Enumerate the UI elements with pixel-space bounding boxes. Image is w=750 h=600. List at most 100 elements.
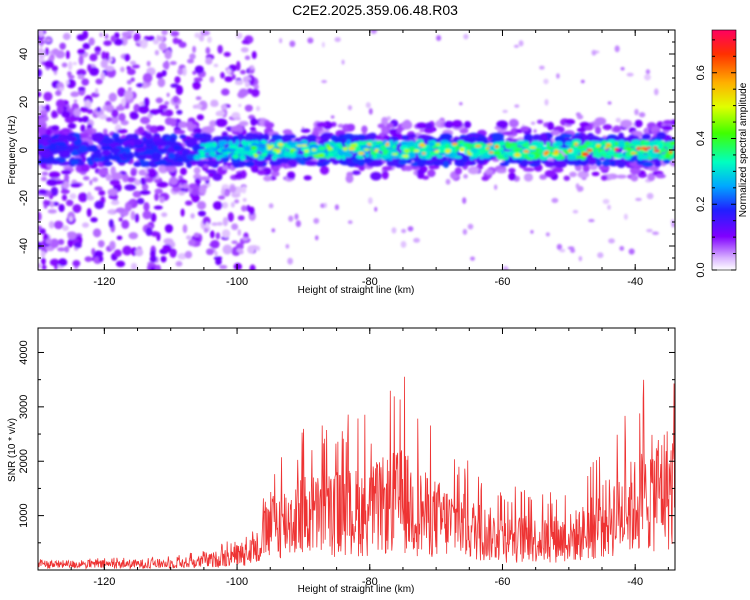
heatmap-cell bbox=[539, 133, 548, 141]
heatmap-cell bbox=[425, 149, 432, 154]
heatmap-cell bbox=[256, 245, 261, 252]
heatmap-cell bbox=[149, 109, 160, 115]
heatmap-cell bbox=[614, 141, 619, 147]
heatmap-cell bbox=[250, 145, 257, 150]
heatmap-cell bbox=[604, 146, 609, 150]
heatmap-cell bbox=[224, 190, 230, 197]
heatmap-cell bbox=[602, 124, 613, 131]
heatmap-cell bbox=[358, 151, 365, 155]
heatmap-cell bbox=[38, 91, 42, 98]
heatmap-cell bbox=[45, 128, 53, 137]
heatmap-cell bbox=[179, 134, 187, 140]
heatmap-cell bbox=[374, 148, 379, 153]
heatmap-cell bbox=[245, 140, 252, 146]
heatmap-cell bbox=[445, 149, 451, 154]
heatmap-cell bbox=[479, 156, 485, 160]
heatmap-cell bbox=[96, 106, 102, 113]
heatmap-cell bbox=[166, 92, 170, 97]
snr-x-label: Height of straight line (km) bbox=[298, 584, 415, 595]
heatmap-cell bbox=[600, 175, 608, 181]
heatmap-cell bbox=[639, 150, 650, 154]
heatmap-cell bbox=[591, 49, 597, 56]
heatmap-cell bbox=[624, 141, 630, 146]
heatmap-cell bbox=[592, 147, 597, 154]
heatmap-cell bbox=[65, 80, 70, 85]
heatmap-cell bbox=[65, 50, 70, 60]
heatmap-cell bbox=[196, 160, 205, 168]
heatmap-cell bbox=[138, 105, 150, 114]
heatmap-cell bbox=[149, 266, 156, 270]
heatmap-cell bbox=[220, 104, 227, 111]
heatmap-cell bbox=[193, 143, 201, 152]
heatmap-cell bbox=[51, 110, 58, 119]
heatmap-cell bbox=[556, 147, 565, 151]
heatmap-cell bbox=[52, 48, 60, 55]
heatmap-cell bbox=[313, 127, 323, 132]
heatmap-cell bbox=[628, 248, 635, 255]
heatmap-cell bbox=[271, 155, 277, 161]
heatmap-cell bbox=[210, 230, 215, 239]
heatmap-cell bbox=[238, 88, 249, 97]
heatmap-cell bbox=[134, 213, 140, 223]
heatmap-cell bbox=[606, 143, 611, 147]
heatmap-cell bbox=[437, 145, 445, 150]
heatmap-cell bbox=[353, 143, 358, 147]
heatmap-cell bbox=[177, 253, 187, 260]
heatmap-cell bbox=[149, 255, 158, 263]
heatmap-cell bbox=[231, 223, 239, 231]
heatmap-cell bbox=[655, 173, 666, 179]
heatmap-cell bbox=[124, 53, 131, 62]
heatmap-cell bbox=[134, 147, 146, 153]
heatmap-cell bbox=[321, 79, 328, 84]
heatmap-cell bbox=[509, 145, 516, 151]
heatmap-cell bbox=[94, 186, 103, 191]
heatmap-cell bbox=[483, 154, 491, 159]
heatmap-cell bbox=[90, 217, 98, 223]
heatmap-cell bbox=[133, 32, 141, 42]
heatmap-cell bbox=[124, 90, 134, 100]
heatmap-cell bbox=[110, 147, 121, 154]
heatmap-cell bbox=[626, 72, 634, 77]
heatmap-cell bbox=[671, 223, 675, 228]
heatmap-cell bbox=[307, 37, 314, 44]
heatmap-cell bbox=[459, 147, 465, 152]
heatmap-cell bbox=[88, 37, 95, 46]
heatmap-cell bbox=[220, 88, 230, 96]
heatmap-cell bbox=[653, 146, 658, 149]
heatmap-cell bbox=[346, 139, 352, 145]
heatmap-cell bbox=[620, 67, 625, 71]
heatmap-cell bbox=[133, 161, 142, 167]
heatmap-cell bbox=[176, 109, 183, 115]
heatmap-cell bbox=[190, 213, 195, 219]
heatmap-cell bbox=[45, 238, 52, 245]
heatmap-cell bbox=[44, 47, 50, 56]
heatmap-cell bbox=[320, 203, 326, 209]
heatmap-cell bbox=[645, 69, 651, 75]
heatmap-cell bbox=[575, 112, 581, 117]
heatmap-cell bbox=[508, 118, 519, 128]
heatmap-cell bbox=[427, 169, 436, 178]
heatmap-cell bbox=[41, 171, 49, 176]
heatmap-cell bbox=[158, 164, 169, 174]
heatmap-cell bbox=[137, 126, 145, 134]
heatmap-cell bbox=[249, 126, 256, 131]
heatmap-cell bbox=[78, 55, 84, 66]
heatmap-cell bbox=[634, 119, 643, 128]
heatmap-cell bbox=[61, 150, 71, 158]
heatmap-cell bbox=[381, 126, 389, 134]
colorbar-tick-label: 0.0 bbox=[695, 262, 707, 277]
heatmap-cell bbox=[203, 227, 209, 233]
heatmap-cell bbox=[77, 74, 85, 80]
heatmap-cell bbox=[308, 144, 319, 149]
heatmap-cell bbox=[321, 41, 325, 48]
y-tick-label: -40 bbox=[18, 238, 30, 254]
heatmap-cell bbox=[70, 159, 79, 166]
heatmap-cell bbox=[271, 165, 280, 173]
heatmap-cell bbox=[105, 51, 110, 61]
heatmap-cell bbox=[635, 197, 642, 201]
heatmap-cell bbox=[257, 161, 264, 167]
heatmap-cell bbox=[286, 171, 296, 179]
heatmap-cell bbox=[178, 41, 187, 48]
heatmap-cell bbox=[416, 169, 426, 175]
heatmap-cell bbox=[121, 219, 130, 229]
